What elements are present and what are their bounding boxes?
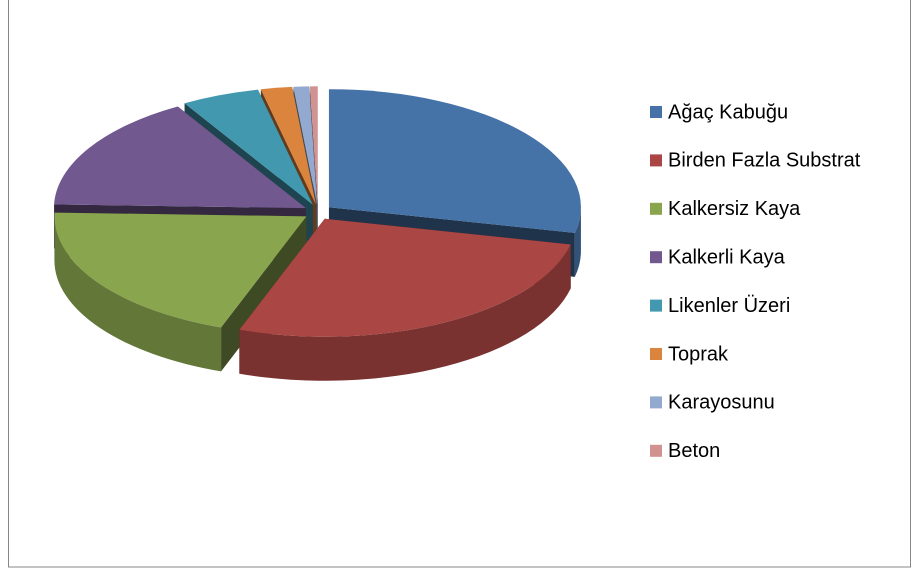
legend-swatch xyxy=(650,154,662,167)
legend-label: Likenler Üzeri xyxy=(668,295,790,317)
legend-swatch xyxy=(650,348,662,360)
pie xyxy=(54,86,581,381)
legend-label: Karayosunu xyxy=(668,392,775,414)
legend-swatch xyxy=(650,299,662,312)
legend-label: Ağaç Kabuğu xyxy=(668,101,788,123)
legend-label: Kalkerli Kaya xyxy=(668,246,786,268)
slice xyxy=(54,106,306,209)
slice-wall xyxy=(239,244,571,381)
slice xyxy=(293,86,318,205)
slice xyxy=(328,89,581,233)
slice xyxy=(239,218,571,337)
slice-wall xyxy=(574,207,581,277)
legend: Ağaç Kabuğu Birden Fazla Substrat Kalkersi… xyxy=(650,101,861,462)
legend-swatch xyxy=(650,106,662,118)
legend-swatch xyxy=(650,202,662,215)
slice xyxy=(54,212,307,328)
slice xyxy=(260,86,316,205)
slice xyxy=(309,86,318,205)
legend-swatch xyxy=(650,444,662,457)
legend-label: Kalkersiz Kaya xyxy=(668,198,801,220)
legend-label: Toprak xyxy=(668,343,729,365)
slice xyxy=(184,89,313,205)
slice-wall xyxy=(54,216,222,372)
legend-label: Beton xyxy=(668,440,720,462)
legend-swatch xyxy=(650,396,662,409)
legend-label: Birden Fazla Substrat xyxy=(668,150,861,172)
legend-swatch xyxy=(650,251,662,264)
